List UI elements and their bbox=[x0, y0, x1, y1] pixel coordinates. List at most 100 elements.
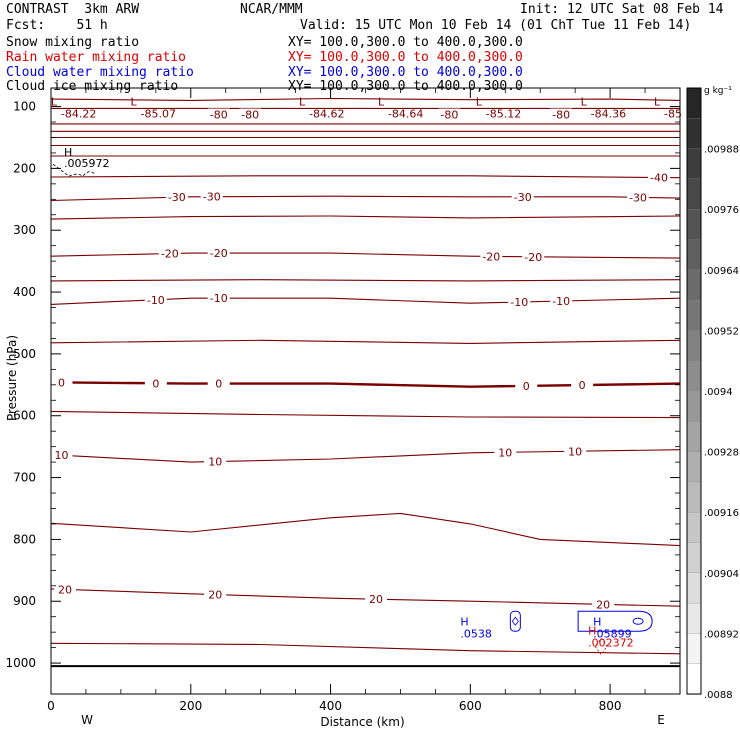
colorbar-label: .00916 bbox=[704, 508, 739, 519]
colorbar-swatch bbox=[686, 602, 702, 635]
west-label: W bbox=[81, 713, 93, 727]
y-axis-label: Pressure (hPa) bbox=[5, 335, 19, 421]
contour-label-bg bbox=[50, 449, 73, 462]
field-rain-xy: XY= 100.0,300.0 to 400.0,300.0 bbox=[288, 50, 523, 65]
contour-label-bg bbox=[648, 171, 671, 184]
contour-label-bg bbox=[207, 108, 230, 121]
rain-high-value: .002372 bbox=[588, 637, 634, 650]
colorbar-swatch bbox=[686, 542, 702, 574]
colorbar-swatch bbox=[686, 178, 702, 210]
snow-high-value: .005972 bbox=[64, 157, 110, 170]
temperature-contour bbox=[50, 642, 681, 655]
snow-high-marker: H bbox=[64, 146, 72, 159]
low-value: -85 bbox=[664, 108, 682, 121]
contour-label: -40 bbox=[650, 171, 668, 184]
contour-label: -30 bbox=[168, 191, 186, 204]
contour-label: -20 bbox=[524, 251, 542, 264]
contour-label-bg bbox=[515, 379, 538, 392]
init-time: Init: 12 UTC Sat 08 Feb 14 bbox=[520, 2, 724, 17]
y-tick-label: 600 bbox=[13, 409, 36, 423]
colorbar-swatch bbox=[686, 118, 702, 150]
contour-label: -80 bbox=[440, 109, 458, 122]
contour-label: -10 bbox=[147, 294, 165, 307]
temperature-contour bbox=[50, 297, 681, 305]
contour-label: 0 bbox=[215, 378, 222, 391]
temperature-contour bbox=[50, 339, 681, 344]
y-tick-label: 200 bbox=[13, 161, 36, 175]
contour-label-bg bbox=[550, 108, 573, 121]
low-value: -84.62 bbox=[309, 108, 344, 121]
contour-label-bg bbox=[508, 296, 531, 309]
contour-label-bg bbox=[564, 445, 587, 458]
colorbar-swatch bbox=[686, 390, 702, 422]
contour-label: -10 bbox=[210, 292, 228, 305]
low-marker: L bbox=[378, 96, 385, 109]
field-cloudice-xy: XY= 100.0,300.0 to 400.0,300.0 bbox=[288, 79, 523, 94]
colorbar-unit: g kg⁻¹ bbox=[704, 86, 732, 96]
contour-label-bg bbox=[144, 293, 167, 306]
contour-label: 20 bbox=[596, 598, 610, 611]
x-axis-label: Distance (km) bbox=[320, 715, 404, 729]
contour-label-bg bbox=[571, 379, 594, 392]
y-tick-label: 800 bbox=[13, 532, 36, 546]
temperature-contour bbox=[50, 252, 681, 259]
contour-label-bg bbox=[522, 250, 545, 263]
x-tick-label: 400 bbox=[319, 699, 342, 713]
contour-label: -20 bbox=[210, 247, 228, 260]
colorbar-label: .00904 bbox=[704, 569, 739, 580]
cloudwater-contour bbox=[632, 617, 644, 625]
contour-label: 10 bbox=[54, 449, 68, 462]
contour-label: 10 bbox=[568, 445, 582, 458]
colorbar-swatch bbox=[686, 330, 702, 362]
contour-label-bg bbox=[511, 190, 534, 203]
field-cloudwater-name: Cloud water mixing ratio bbox=[6, 65, 194, 80]
contour-label: 0 bbox=[58, 376, 65, 389]
rain-contour bbox=[594, 637, 608, 656]
contour-label-bg bbox=[627, 191, 650, 204]
forecast-hour: Fcst: 51 h bbox=[6, 18, 108, 33]
low-marker: L bbox=[654, 96, 661, 109]
colorbar-label: .0094 bbox=[704, 387, 733, 398]
y-tick-label: 700 bbox=[13, 471, 36, 485]
contour-label-bg bbox=[204, 588, 227, 601]
cloudwater-contour bbox=[577, 610, 653, 632]
model-title: CONTRAST 3km ARW bbox=[6, 2, 140, 17]
colorbar-label: .00988 bbox=[704, 145, 739, 156]
contour-label: -80 bbox=[210, 109, 228, 122]
field-snow-xy: XY= 100.0,300.0 to 400.0,300.0 bbox=[288, 35, 523, 50]
contour-label-bg bbox=[53, 583, 76, 596]
contour-label: 0 bbox=[523, 380, 530, 393]
field-rain-name: Rain water mixing ratio bbox=[6, 50, 187, 65]
colorbar-label: .00928 bbox=[704, 448, 739, 459]
contour-label-bg bbox=[364, 593, 387, 606]
contour-label-bg bbox=[158, 247, 181, 260]
contour-label: -20 bbox=[482, 250, 500, 263]
contour-label: 20 bbox=[58, 583, 72, 596]
contour-label-bg bbox=[144, 377, 167, 390]
cloudwater-high-marker: H bbox=[593, 615, 601, 628]
snow-contour bbox=[52, 163, 96, 177]
colorbar-label: .00976 bbox=[704, 205, 739, 216]
y-tick-label: 500 bbox=[13, 347, 36, 361]
contour-label-bg bbox=[207, 377, 230, 390]
contour-label-bg bbox=[165, 191, 188, 204]
low-marker: L bbox=[51, 96, 58, 109]
colorbar-swatch bbox=[686, 299, 702, 332]
contour-label: -80 bbox=[552, 109, 570, 122]
field-cloudice-name: Cloud ice mixing ratio bbox=[6, 79, 179, 94]
low-value: -85.07 bbox=[141, 108, 176, 121]
low-marker: L bbox=[581, 96, 588, 109]
y-tick-label: 300 bbox=[13, 223, 36, 237]
contour-label-bg bbox=[207, 247, 230, 260]
contour-label-bg bbox=[480, 250, 503, 263]
contour-label-bg bbox=[438, 108, 461, 121]
temperature-contour bbox=[50, 97, 681, 101]
colorbar-swatch bbox=[686, 360, 702, 392]
temperature-contour bbox=[50, 175, 681, 179]
cloudwater-high-value: .05899 bbox=[593, 627, 632, 640]
y-tick-label: 1000 bbox=[5, 656, 36, 670]
contour-label: -30 bbox=[203, 191, 221, 204]
valid-time: Valid: 15 UTC Mon 10 Feb 14 (01 ChT Tue … bbox=[300, 18, 692, 33]
low-value: -85.12 bbox=[486, 108, 521, 121]
center-name: NCAR/MMM bbox=[240, 2, 303, 17]
